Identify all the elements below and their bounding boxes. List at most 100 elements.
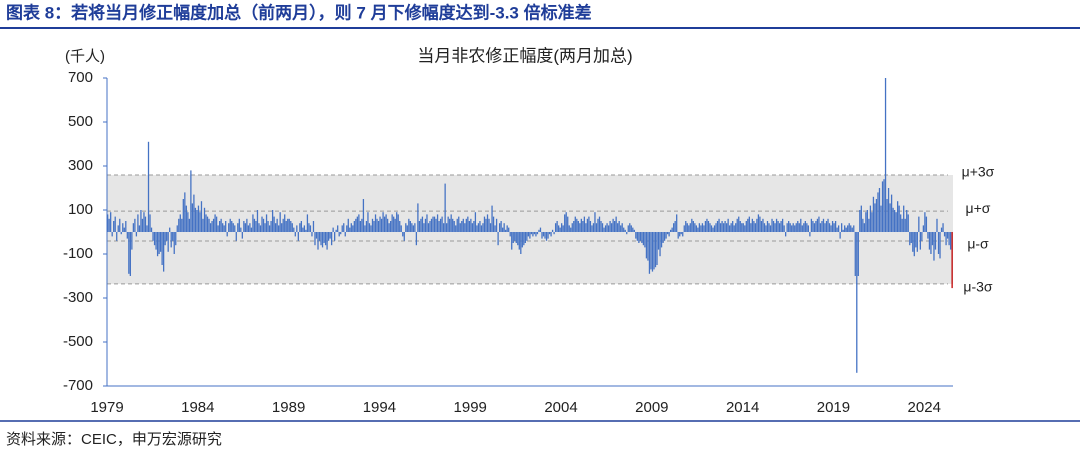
bar <box>756 218 758 232</box>
bar <box>383 216 386 232</box>
bar <box>330 232 333 246</box>
bar <box>442 223 445 232</box>
bar <box>400 225 402 232</box>
bar <box>716 221 719 232</box>
bar <box>813 223 816 232</box>
y-tick-label: -100 <box>63 245 93 262</box>
bar <box>456 218 458 232</box>
bar <box>736 218 738 232</box>
y-tick-label: 100 <box>68 201 93 218</box>
bar <box>559 227 561 232</box>
bar <box>302 227 304 232</box>
bar <box>199 212 201 232</box>
bar <box>361 218 363 232</box>
bar <box>153 232 156 246</box>
bar <box>123 227 125 232</box>
bar <box>226 232 228 237</box>
bar <box>290 221 292 232</box>
bar <box>680 232 682 235</box>
bar <box>582 221 584 232</box>
bar <box>205 214 207 232</box>
bar <box>432 216 434 232</box>
bar <box>426 214 428 232</box>
bar <box>712 227 714 232</box>
bar <box>694 223 696 232</box>
bar <box>116 232 118 241</box>
bar <box>327 232 330 241</box>
bar <box>709 223 711 232</box>
bar <box>715 223 717 232</box>
bar <box>669 229 672 232</box>
bar <box>390 221 392 232</box>
bar <box>648 232 651 274</box>
bar <box>750 223 752 232</box>
bar <box>380 218 383 232</box>
bar <box>514 232 516 241</box>
bar <box>851 227 853 232</box>
bar <box>781 218 784 232</box>
bar <box>147 141 150 232</box>
bar <box>156 232 159 257</box>
bar <box>200 201 203 232</box>
bar <box>900 214 902 232</box>
bar <box>887 188 890 232</box>
bar <box>671 227 673 232</box>
bar <box>379 216 381 232</box>
bar <box>768 223 770 232</box>
bar <box>945 232 947 246</box>
bar <box>895 212 897 232</box>
bar <box>824 223 826 232</box>
bar <box>459 223 461 232</box>
bar <box>586 218 589 232</box>
bar <box>452 218 454 232</box>
bar <box>859 210 861 232</box>
bar <box>827 218 829 232</box>
bar <box>821 221 823 232</box>
bar <box>312 221 315 232</box>
reference-label: μ-σ <box>967 236 989 252</box>
bar <box>837 225 840 232</box>
bar <box>305 229 307 232</box>
bar <box>181 218 183 232</box>
bar <box>595 223 598 232</box>
bar <box>730 223 732 232</box>
bar <box>645 232 648 259</box>
bar <box>140 210 142 232</box>
bar <box>449 218 451 232</box>
bar <box>365 221 368 232</box>
bar <box>627 225 629 232</box>
x-tick-label: 2014 <box>726 399 759 416</box>
bar <box>370 225 372 232</box>
bar <box>585 223 587 232</box>
plot: μ+3σ μ+σ μ-σ μ-3σ -700 -500 -300 -100 100 300 500 7… <box>63 69 995 416</box>
x-tick-label: 2004 <box>544 399 577 416</box>
bar <box>884 78 887 232</box>
bar <box>576 218 578 232</box>
bar <box>606 223 608 232</box>
bar <box>131 232 133 250</box>
bar <box>374 214 377 232</box>
bar <box>394 218 396 232</box>
bar <box>936 218 938 232</box>
bar <box>778 223 781 232</box>
bar <box>812 221 814 232</box>
bar <box>526 232 528 241</box>
bar <box>176 225 178 232</box>
bar <box>901 218 903 232</box>
bar <box>676 214 678 232</box>
bar <box>167 232 169 252</box>
bar <box>250 227 253 232</box>
bar <box>912 232 914 252</box>
bar <box>386 218 389 232</box>
bar <box>125 221 127 232</box>
bar <box>523 232 525 246</box>
bar <box>892 207 894 232</box>
bar <box>721 221 723 232</box>
bar <box>774 223 776 232</box>
bar <box>211 221 213 232</box>
bar <box>753 221 755 232</box>
bar <box>866 210 869 232</box>
bar <box>683 225 685 232</box>
bar <box>527 232 530 237</box>
bar <box>668 232 670 237</box>
